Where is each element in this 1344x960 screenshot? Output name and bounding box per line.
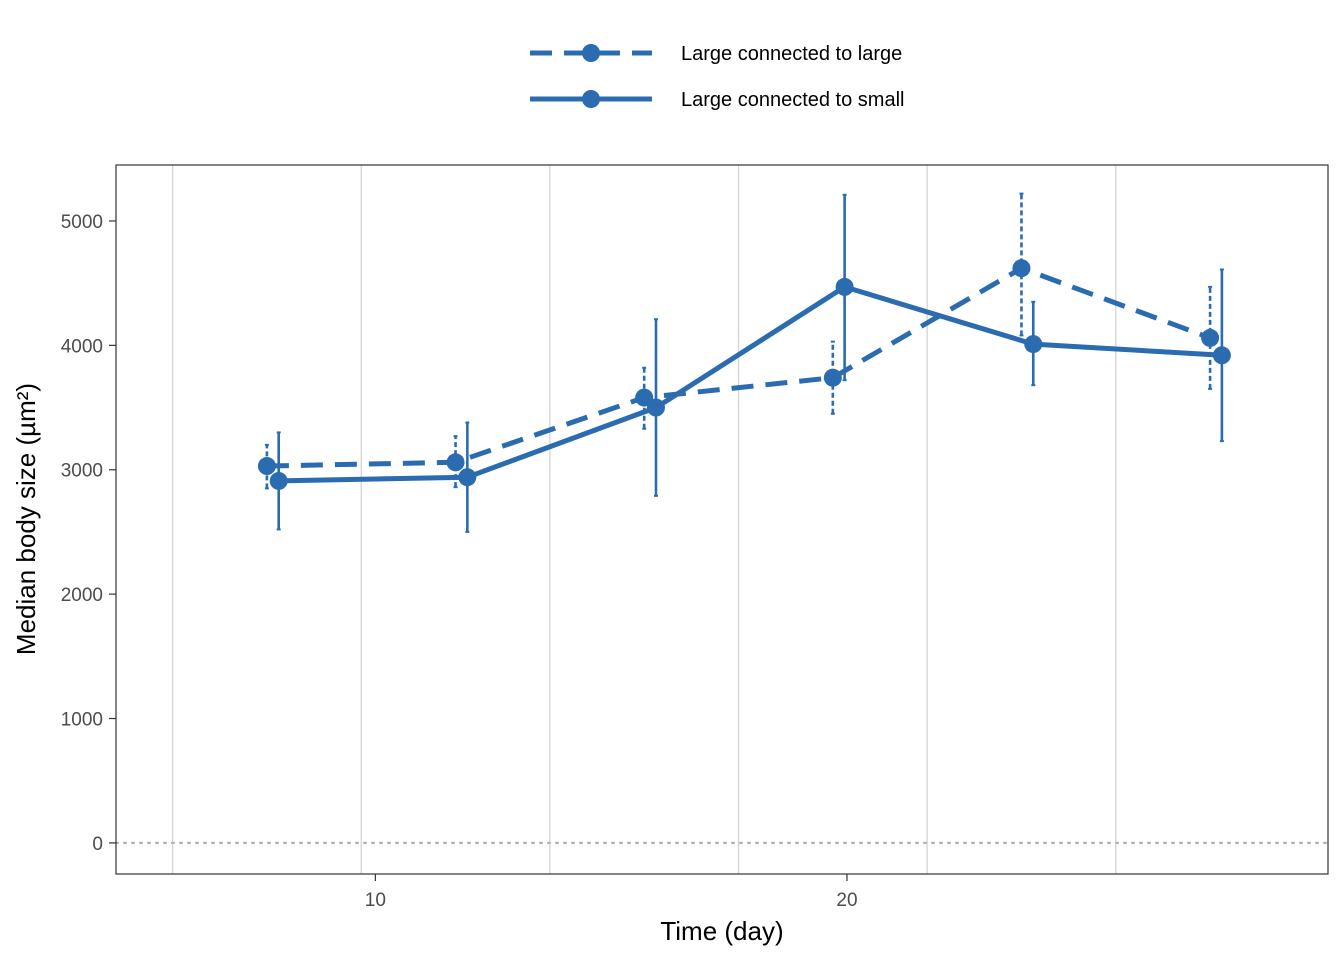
grid xyxy=(114,165,1330,874)
data-point xyxy=(823,368,842,387)
legend-item: Large connected to large xyxy=(530,43,902,65)
legend-key-point xyxy=(582,44,600,62)
series-line xyxy=(266,265,1211,469)
legend-label: Large connected to small xyxy=(681,89,904,111)
data-point xyxy=(646,398,665,417)
x-axis: 10 20 xyxy=(365,874,858,911)
y-tick-label: 2000 xyxy=(61,585,103,606)
data-point xyxy=(835,277,854,296)
data-point xyxy=(1012,259,1031,278)
y-tick-label: 0 xyxy=(92,834,103,855)
data-point xyxy=(458,468,477,487)
series-1 xyxy=(257,192,1220,490)
data-point xyxy=(1201,328,1220,347)
y-tick-label: 1000 xyxy=(61,710,103,731)
x-axis-title: Time (day) xyxy=(660,916,783,946)
y-tick-label: 5000 xyxy=(61,212,103,233)
legend-label: Large connected to large xyxy=(681,43,902,65)
data-point xyxy=(1212,346,1231,365)
legend: Large connected to large Large connected … xyxy=(530,43,904,111)
series-line xyxy=(278,284,1223,484)
x-tick-label: 10 xyxy=(365,890,386,911)
data-point xyxy=(1024,335,1043,354)
legend-item: Large connected to small xyxy=(530,89,904,111)
y-tick-label: 4000 xyxy=(61,336,103,357)
y-tick-label: 3000 xyxy=(61,461,103,482)
legend-key-point xyxy=(582,90,600,108)
data-point xyxy=(257,457,276,476)
data-point xyxy=(635,388,654,407)
y-axis: 0 1000 2000 3000 4000 5000 xyxy=(61,212,116,855)
data-point xyxy=(446,453,465,472)
y-axis-title: Median body size (µm²) xyxy=(11,383,41,655)
series-2 xyxy=(269,193,1231,533)
x-tick-label: 20 xyxy=(836,890,857,911)
data-point xyxy=(269,471,288,490)
series-layer xyxy=(257,192,1231,533)
panel-border xyxy=(115,164,1329,875)
